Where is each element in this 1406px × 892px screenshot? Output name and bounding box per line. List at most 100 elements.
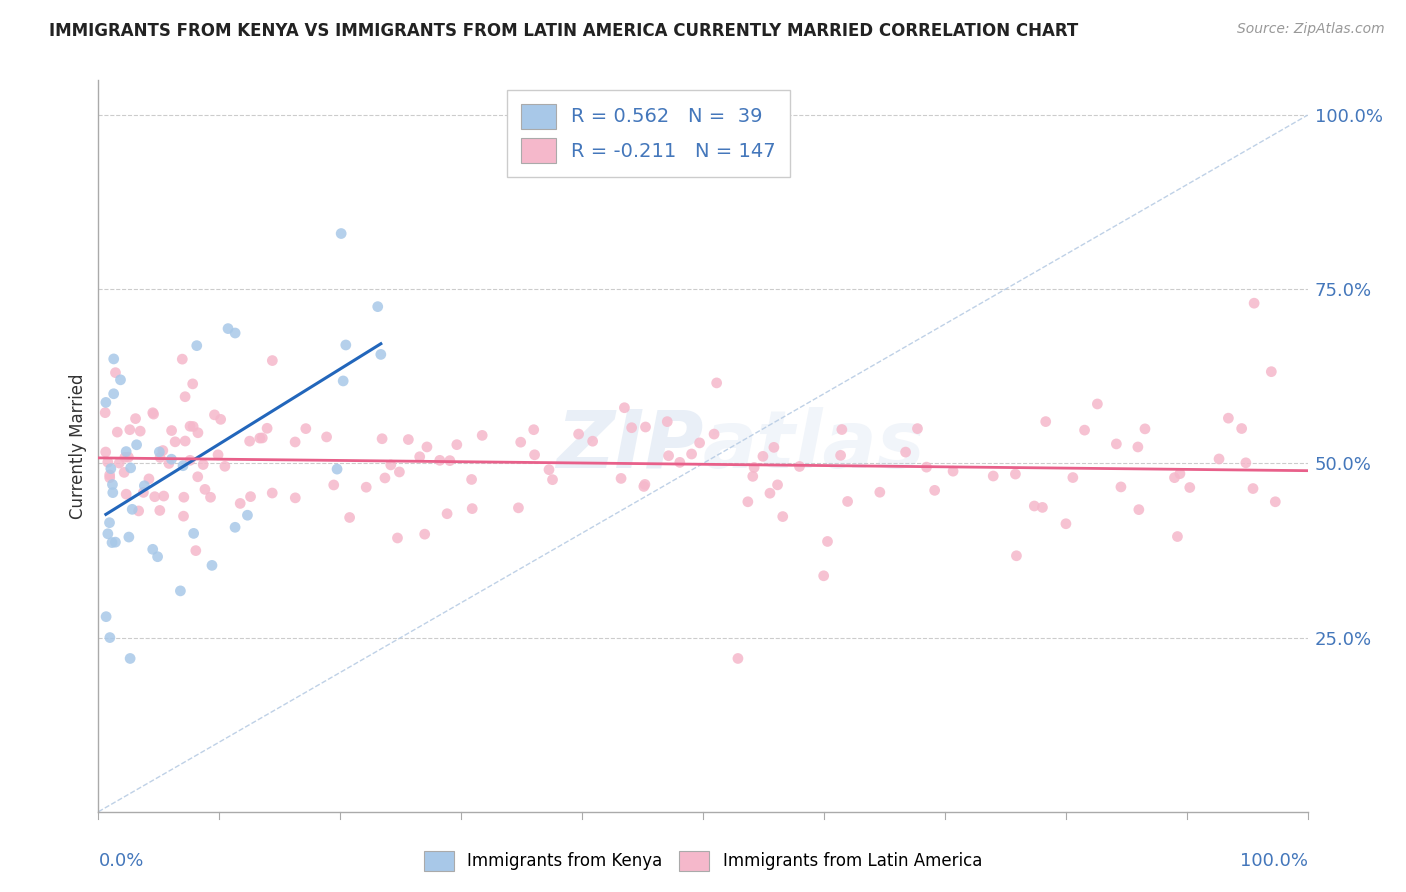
Point [217,321,239,335]
Point [367,300,389,314]
Point [114,450,136,465]
Point [1241,482,1264,496]
Point [104,535,127,549]
Point [1243,296,1265,310]
Point [181,419,204,434]
Point [112,466,135,480]
Point [706,376,728,390]
Point [252,431,274,445]
Point [152,443,174,458]
Text: 100.0%: 100.0% [1240,852,1308,870]
Point [174,390,197,404]
Point [173,490,195,504]
Point [101,485,124,500]
Point [657,415,679,429]
Point [239,434,262,449]
Point [1163,470,1185,484]
Point [322,478,344,492]
Point [120,461,142,475]
Point [256,421,278,435]
Point [183,526,205,541]
Point [143,490,166,504]
Point [121,502,143,516]
Point [262,353,284,368]
Point [332,374,354,388]
Point [110,373,132,387]
Point [134,479,156,493]
Point [741,469,763,483]
Point [681,447,703,461]
Point [830,448,852,462]
Point [633,479,655,493]
Point [1166,530,1188,544]
Point [634,420,657,434]
Point [1073,423,1095,437]
Point [236,508,259,523]
Point [184,543,207,558]
Point [1264,495,1286,509]
Point [831,423,853,437]
Point [200,490,222,504]
Point [766,478,789,492]
Point [284,434,307,449]
Point [94,445,117,459]
Point [471,428,494,442]
Point [97,526,120,541]
Point [371,432,394,446]
Point [186,339,208,353]
Point [239,490,262,504]
Point [446,438,468,452]
Point [172,352,194,367]
Point [460,473,482,487]
Point [689,436,711,450]
Point [138,472,160,486]
Point [108,456,131,470]
Point [436,507,458,521]
Point [416,440,439,454]
Point [179,453,201,467]
Point [224,326,246,340]
Point [128,504,150,518]
Point [132,485,155,500]
Point [124,411,146,425]
Point [1062,470,1084,484]
Legend: Immigrants from Kenya, Immigrants from Latin America: Immigrants from Kenya, Immigrants from L… [416,842,990,880]
Point [620,420,643,434]
Point [284,491,307,505]
Point [149,503,172,517]
Point [165,434,187,449]
Point [152,489,174,503]
Point [396,433,419,447]
Point [813,569,835,583]
Point [508,500,530,515]
Point [658,449,681,463]
Point [461,501,484,516]
Point [191,458,214,472]
Point [568,427,591,442]
Point [915,460,938,475]
Point [1024,499,1046,513]
Point [634,477,657,491]
Point [1005,549,1028,563]
Point [94,406,117,420]
Point [1168,467,1191,481]
Point [354,480,377,494]
Text: IMMIGRANTS FROM KENYA VS IMMIGRANTS FROM LATIN AMERICA CURRENTLY MARRIED CORRELA: IMMIGRANTS FROM KENYA VS IMMIGRANTS FROM… [49,22,1078,40]
Point [429,453,451,467]
Point [388,465,411,479]
Point [98,467,121,482]
Point [981,469,1004,483]
Point [613,401,636,415]
Text: ZIP: ZIP [555,407,703,485]
Legend: R = 0.562   N =  39, R = -0.211   N = 147: R = 0.562 N = 39, R = -0.211 N = 147 [508,90,790,177]
Point [523,423,546,437]
Point [1126,440,1149,454]
Point [115,444,138,458]
Point [942,464,965,478]
Point [759,486,782,500]
Point [924,483,946,498]
Point [101,477,124,491]
Point [752,450,775,464]
Point [146,549,169,564]
Point [1234,456,1257,470]
